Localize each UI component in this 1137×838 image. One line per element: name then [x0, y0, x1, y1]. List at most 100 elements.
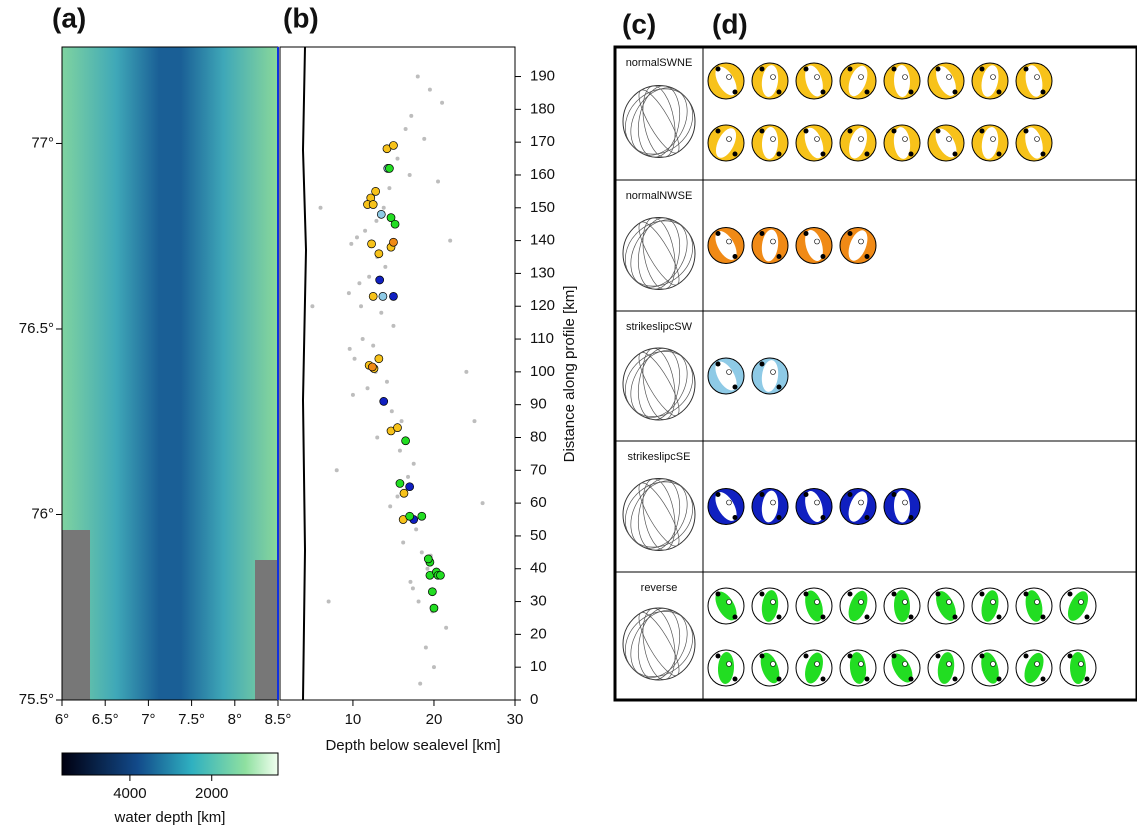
x-tick-label: 8.5° [265, 711, 292, 728]
polarity [771, 137, 776, 142]
data-point [398, 449, 402, 453]
data-point [389, 238, 397, 246]
polarity [909, 152, 914, 157]
data-point [436, 180, 440, 184]
data-point [401, 540, 405, 544]
polarity [777, 677, 782, 682]
polarity [980, 129, 985, 134]
polarity [848, 231, 853, 236]
polarity [1041, 152, 1046, 157]
y-tick-label: 110 [530, 330, 554, 347]
polarity [997, 90, 1002, 95]
polarity [991, 75, 996, 80]
data-point [400, 419, 404, 423]
x-tick-label: 7.5° [178, 711, 205, 728]
x-tick-label: 7° [141, 711, 155, 728]
polarity [865, 152, 870, 157]
data-point [472, 419, 476, 423]
polarity [733, 677, 738, 682]
colorbar-tick-label: 4000 [113, 785, 146, 802]
y-tick-label: 30 [530, 593, 547, 610]
data-point [422, 137, 426, 141]
data-point [404, 127, 408, 131]
data-point [418, 512, 426, 520]
polarity [804, 129, 809, 134]
data-point [400, 489, 408, 497]
polarity [760, 129, 765, 134]
data-point [359, 304, 363, 308]
data-point [377, 210, 385, 218]
seafloor-line [303, 47, 306, 700]
data-point [366, 386, 370, 390]
polarity [1035, 600, 1040, 605]
data-point [396, 479, 404, 487]
data-point [414, 527, 418, 531]
data-point [369, 292, 377, 300]
polarity [771, 75, 776, 80]
figure: (a) (b) (c) (d) water depth [km] Depth b… [0, 0, 1137, 833]
data-point [383, 265, 387, 269]
polarity [815, 600, 820, 605]
polarity [865, 90, 870, 95]
y-tick-label: 80 [530, 428, 547, 445]
polarity [760, 67, 765, 72]
y-tick-label: 75.5° [19, 691, 54, 708]
polarity [865, 615, 870, 620]
colorbar-tick-label: 2000 [195, 785, 228, 802]
data-point [368, 240, 376, 248]
polarity [716, 129, 721, 134]
data-point [481, 501, 485, 505]
x-axis-title: Depth below sealevel [km] [325, 737, 500, 754]
polarity [771, 500, 776, 505]
polarity [733, 254, 738, 259]
mechanism-label: reverse [641, 582, 678, 594]
data-point [327, 600, 331, 604]
data-point [411, 586, 415, 590]
data-point [448, 239, 452, 243]
polarity [771, 370, 776, 375]
data-point [349, 242, 353, 246]
data-point [464, 370, 468, 374]
polarity [777, 152, 782, 157]
y-tick-label: 100 [530, 363, 555, 380]
polarity [953, 152, 958, 157]
data-point [418, 682, 422, 686]
polarity [936, 129, 941, 134]
data-point [385, 380, 389, 384]
polarity [1079, 662, 1084, 667]
data-point [416, 75, 420, 79]
polarity [997, 152, 1002, 157]
data-point [357, 281, 361, 285]
data-point [382, 206, 386, 210]
polarity [1035, 137, 1040, 142]
polarity [865, 677, 870, 682]
y-axis-title: Distance along profile [km] [561, 286, 578, 463]
polarity [1041, 615, 1046, 620]
polarity [804, 231, 809, 236]
data-point [367, 275, 371, 279]
y-tick-label: 70 [530, 461, 547, 478]
polarity [936, 67, 941, 72]
polarity [980, 654, 985, 659]
y-tick-label: 140 [530, 232, 555, 249]
y-tick-label: 150 [530, 199, 555, 216]
polarity [716, 231, 721, 236]
polarity [821, 254, 826, 259]
y-tick-label: 40 [530, 560, 547, 577]
data-point [385, 164, 393, 172]
data-point [348, 347, 352, 351]
data-point [417, 600, 421, 604]
polarity [1085, 615, 1090, 620]
polarity [903, 500, 908, 505]
polarity [892, 492, 897, 497]
data-point [388, 504, 392, 508]
polarity [821, 152, 826, 157]
y-tick-label: 190 [530, 68, 555, 85]
polarity [848, 67, 853, 72]
data-point [389, 292, 397, 300]
x-tick-label: 30 [507, 711, 524, 728]
colorbar [62, 753, 278, 775]
polarity [991, 137, 996, 142]
polarity [1024, 654, 1029, 659]
polarity [733, 90, 738, 95]
